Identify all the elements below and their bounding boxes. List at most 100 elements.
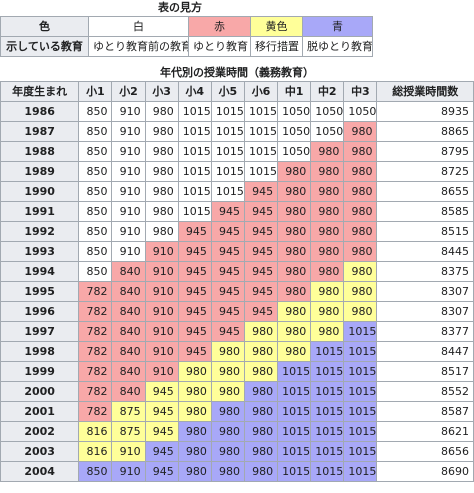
birth-year: 1998 <box>0 341 80 362</box>
hours-cell: 816 <box>78 421 113 442</box>
hours-cell: 1015 <box>277 401 312 422</box>
hours-cell: 1015 <box>343 381 378 402</box>
hours-cell: 980 <box>177 361 212 382</box>
column-header: 小2 <box>111 81 146 102</box>
hours-cell: 1015 <box>177 101 212 122</box>
hours-cell: 980 <box>277 161 312 182</box>
year-row: 1997 782 840 910 945 945 980 980 980 1015 8377 <box>0 321 474 342</box>
year-row: 2001 782 875 945 980 980 980 1015 1015 1015 8587 <box>0 401 474 422</box>
hours-cell: 945 <box>177 241 212 262</box>
hours-cell: 945 <box>210 221 245 242</box>
birth-year: 2004 <box>0 461 80 482</box>
year-row: 1987 850 910 980 1015 1015 1015 1050 1050 980 8865 <box>0 121 474 142</box>
hours-cell: 980 <box>210 361 245 382</box>
birth-year: 1989 <box>0 161 80 182</box>
hours-cell: 782 <box>78 341 113 362</box>
legend-cell: 黄色 <box>250 16 303 37</box>
hours-cell: 1015 <box>343 321 378 342</box>
hours-cell: 782 <box>78 321 113 342</box>
birth-year: 2003 <box>0 441 80 462</box>
year-row: 1994 850 840 910 945 945 945 980 980 980 8375 <box>0 261 474 282</box>
birth-year: 1988 <box>0 141 80 162</box>
hours-cell: 840 <box>111 341 146 362</box>
hours-cell: 1015 <box>277 381 312 402</box>
hours-cell: 945 <box>210 301 245 322</box>
legend-label: 色 <box>0 16 89 37</box>
hours-cell: 1015 <box>310 381 345 402</box>
hours-cell: 910 <box>111 161 146 182</box>
content: 表の見方 色白赤黄色青示している教育 ゆとり教育前の教育 ゆとり教育 移行措置 脱ゆとり… <box>0 1 474 482</box>
birth-year: 1987 <box>0 121 80 142</box>
total-hours: 8935 <box>376 101 474 122</box>
hours-cell: 980 <box>243 441 279 462</box>
birth-year: 2002 <box>0 421 80 442</box>
hours-cell: 945 <box>243 261 279 282</box>
hours-cell: 1015 <box>243 161 279 182</box>
hours-cell: 910 <box>111 241 146 262</box>
hours-cell: 910 <box>144 321 179 342</box>
hours-cell: 910 <box>144 261 179 282</box>
hours-cell: 1050 <box>277 121 312 142</box>
hours-cell: 980 <box>343 181 378 202</box>
total-hours: 8307 <box>376 301 474 322</box>
total-hours: 8795 <box>376 141 474 162</box>
hours-cell: 980 <box>210 421 245 442</box>
birth-year: 1999 <box>0 361 80 382</box>
hours-cell: 980 <box>277 261 312 282</box>
hours-cell: 945 <box>210 321 245 342</box>
hours-cell: 980 <box>343 161 378 182</box>
hours-cell: 945 <box>144 461 179 482</box>
hours-cell: 980 <box>177 401 212 422</box>
hours-cell: 875 <box>111 401 146 422</box>
hours-cell: 980 <box>144 181 179 202</box>
hours-cell: 945 <box>243 281 279 302</box>
hours-cell: 980 <box>310 281 345 302</box>
total-hours: 8515 <box>376 221 474 242</box>
total-hours: 8375 <box>376 261 474 282</box>
hours-cell: 945 <box>144 381 179 402</box>
hours-cell: 945 <box>210 241 245 262</box>
hours-cell: 1015 <box>243 101 279 122</box>
hours-cell: 910 <box>111 461 146 482</box>
legend-cell: 白 <box>88 16 189 37</box>
hours-cell: 980 <box>343 241 378 262</box>
birth-year: 1990 <box>0 181 80 202</box>
hours-cell: 850 <box>78 101 113 122</box>
hours-cell: 1015 <box>277 441 312 462</box>
hours-cell: 945 <box>177 281 212 302</box>
total-hours: 8307 <box>376 281 474 302</box>
hours-cell: 945 <box>243 241 279 262</box>
hours-cell: 910 <box>111 441 146 462</box>
hours-cell: 850 <box>78 181 113 202</box>
legend-cell: 赤 <box>188 16 251 37</box>
hours-cell: 840 <box>111 321 146 342</box>
hours-cell: 980 <box>210 401 245 422</box>
legend-caption: 表の見方 <box>158 1 202 14</box>
hours-cell: 980 <box>177 421 212 442</box>
hours-cell: 1050 <box>310 101 345 122</box>
hours-cell: 910 <box>111 141 146 162</box>
hours-cell: 980 <box>310 161 345 182</box>
hours-cell: 840 <box>111 381 146 402</box>
hours-cell: 1015 <box>343 401 378 422</box>
hours-cell: 945 <box>144 401 179 422</box>
hours-cell: 840 <box>111 281 146 302</box>
hours-cell: 1015 <box>210 181 245 202</box>
hours-cell: 980 <box>343 281 378 302</box>
hours-cell: 816 <box>78 441 113 462</box>
hours-cell: 1015 <box>210 101 245 122</box>
hours-cell: 980 <box>210 381 245 402</box>
total-hours: 8656 <box>376 441 474 462</box>
hours-cell: 980 <box>310 201 345 222</box>
column-header: 中2 <box>310 81 345 102</box>
hours-cell: 980 <box>277 341 312 362</box>
total-hours: 8655 <box>376 181 474 202</box>
hours-cell: 980 <box>243 421 279 442</box>
hours-cell: 980 <box>210 341 245 362</box>
hours-cell: 980 <box>343 201 378 222</box>
hours-cell: 980 <box>343 141 378 162</box>
hours-cell: 782 <box>78 301 113 322</box>
legend-cell: 青 <box>302 16 373 37</box>
hours-cell: 1015 <box>343 461 378 482</box>
hours-cell: 980 <box>210 461 245 482</box>
